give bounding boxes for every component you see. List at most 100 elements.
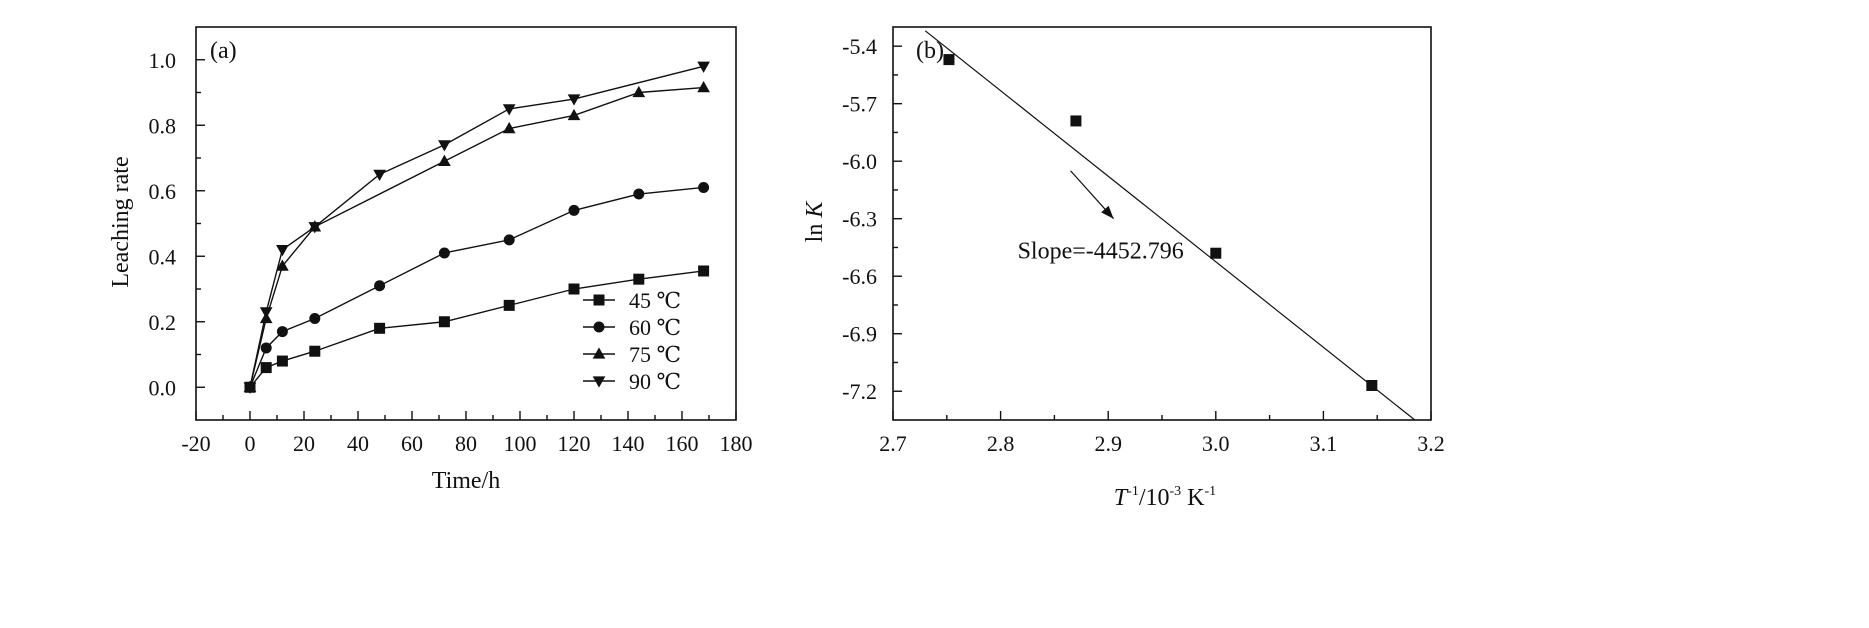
data-point — [502, 121, 516, 134]
x-tick-label: 120 — [558, 431, 591, 456]
x-tick-label: 3.1 — [1310, 431, 1338, 456]
slope-annotation-text: Slope=-4452.796 — [1018, 239, 1184, 265]
panel-a-series — [243, 61, 710, 394]
panel-a-y-axis-title: Leaching rate — [108, 156, 134, 287]
data-point — [503, 234, 515, 246]
y-tick-label: -5.4 — [842, 34, 877, 59]
legend-marker — [593, 321, 605, 333]
data-point — [567, 94, 581, 106]
panel-b-points — [943, 54, 1378, 391]
y-tick-label: -6.0 — [842, 149, 877, 174]
legend-label: 75 ℃ — [629, 342, 681, 367]
data-point — [374, 280, 386, 292]
y-title-ln: ln — [802, 218, 828, 243]
data-point — [632, 85, 646, 98]
series-line — [249, 186, 704, 388]
data-point — [567, 108, 581, 121]
y-tick-label: 0.6 — [149, 179, 177, 204]
legend-label: 45 ℃ — [629, 288, 681, 313]
y-tick-label: 0.4 — [149, 244, 177, 269]
x-tick-label: 2.7 — [879, 431, 907, 456]
data-point — [276, 259, 289, 271]
data-point — [260, 362, 272, 374]
data-point — [309, 345, 321, 357]
x-title-unit: K — [1181, 485, 1205, 511]
data-point — [633, 188, 645, 200]
data-point — [1210, 247, 1222, 259]
data-point — [308, 222, 322, 234]
data-point — [276, 355, 288, 367]
x-title-sup3: -1 — [1205, 484, 1217, 499]
x-title-mid: /10 — [1139, 485, 1170, 511]
data-point — [503, 299, 515, 311]
data-point — [633, 273, 645, 285]
legend-label: 90 ℃ — [629, 369, 681, 394]
data-point — [259, 307, 273, 319]
data-point — [697, 61, 710, 73]
y-tick-label: -6.6 — [842, 264, 877, 289]
y-tick-label: 0.8 — [149, 113, 177, 138]
y-tick-label: 0.0 — [149, 375, 177, 400]
data-point — [1366, 379, 1378, 391]
legend-marker — [592, 347, 606, 359]
data-point — [276, 326, 288, 338]
x-tick-label: 40 — [347, 431, 369, 456]
panel-b-y-ticks: -5.4 -5.7 -6.0 -6.3 -6.6 -6.9 -7.2 — [842, 34, 902, 404]
data-point — [374, 322, 386, 334]
data-point — [943, 54, 955, 66]
data-point — [568, 283, 580, 295]
x-title-sup2: -3 — [1170, 484, 1182, 499]
panel-b-x-ticks: 2.7 2.8 2.9 3.0 3.1 3.2 — [879, 411, 1445, 456]
panel-b-fit-line — [924, 30, 1416, 421]
x-tick-label: 80 — [455, 431, 477, 456]
data-point — [276, 245, 289, 257]
data-point — [698, 181, 710, 193]
data-point — [698, 265, 710, 277]
panel-b-lnk-vs-inverse-temperature: (b) 2.7 2.8 2.9 3.0 3.1 3.2 -5.4-5.7-6.0-6.3-… — [802, 26, 1445, 511]
legend-marker — [593, 294, 605, 306]
x-tick-label: 180 — [720, 431, 753, 456]
data-point — [438, 154, 451, 166]
panel-a-leaching-rate-chart: (a) -20 0 20 40 60 80 100 120 140 160 180 0.0 0.2 0.… — [108, 26, 753, 494]
y-tick-label: -6.3 — [842, 207, 877, 232]
x-tick-label: 0 — [245, 431, 256, 456]
x-title-symbol: T — [1114, 485, 1129, 511]
panel-a-x-axis-title: Time/h — [432, 468, 500, 494]
panel-b-y-axis-title: ln K — [802, 200, 828, 243]
panel-b-annotation: Slope=-4452.796 — [1018, 170, 1184, 265]
panel-b-x-axis-title: T-1/10-3 K-1 — [1114, 484, 1216, 511]
x-tick-label: 60 — [401, 431, 423, 456]
data-point — [697, 80, 710, 93]
data-point — [568, 204, 580, 216]
x-title-sup1: -1 — [1127, 484, 1139, 499]
panel-a-label: (a) — [210, 38, 237, 64]
x-tick-label: 100 — [504, 431, 537, 456]
x-tick-label: 2.9 — [1094, 431, 1122, 456]
panel-a-legend: 45 ℃60 ℃75 ℃90 ℃ — [583, 288, 681, 394]
x-tick-label: 160 — [666, 431, 699, 456]
data-point — [309, 312, 321, 324]
data-point — [438, 247, 450, 259]
x-tick-label: -20 — [181, 431, 210, 456]
x-tick-label: 3.0 — [1202, 431, 1230, 456]
x-tick-label: 140 — [612, 431, 645, 456]
y-tick-label: 1.0 — [149, 48, 177, 73]
legend-label: 60 ℃ — [629, 315, 681, 340]
x-tick-label: 2.8 — [987, 431, 1015, 456]
panel-b-plot-frame — [892, 26, 1432, 421]
data-point — [502, 104, 516, 116]
y-tick-label: 0.2 — [149, 310, 177, 335]
data-point — [1070, 115, 1082, 127]
y-tick-label: -6.9 — [842, 322, 877, 347]
panel-a-x-ticks: -20 0 20 40 60 80 100 120 140 160 180 — [181, 411, 753, 456]
annotation-arrow-head-icon — [1101, 205, 1114, 219]
data-point — [243, 382, 257, 394]
data-point — [438, 140, 451, 152]
y-title-k: K — [802, 200, 828, 219]
data-point — [260, 342, 272, 354]
series-line — [249, 270, 704, 388]
x-tick-label: 20 — [293, 431, 315, 456]
y-tick-label: -7.2 — [842, 379, 877, 404]
